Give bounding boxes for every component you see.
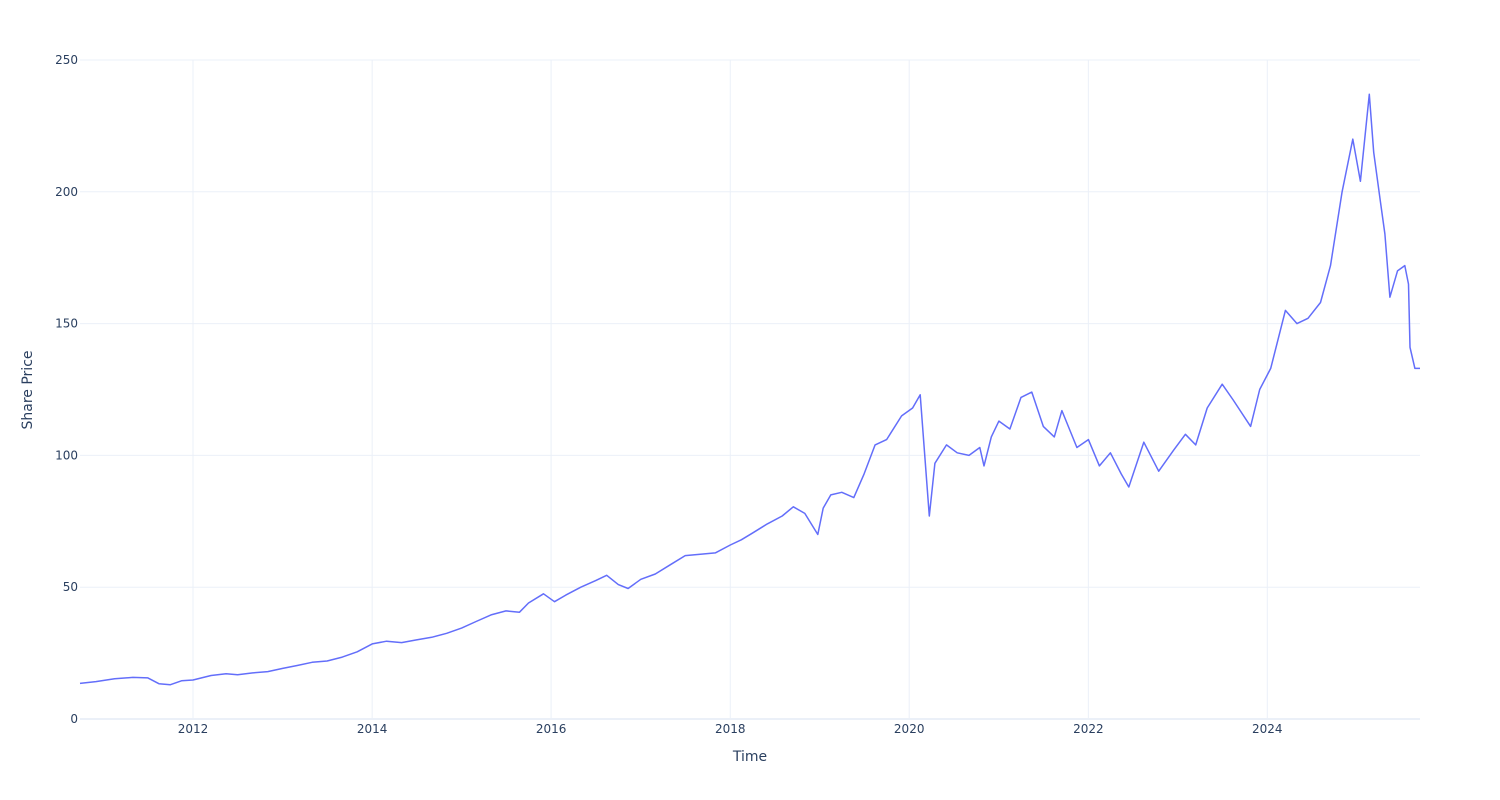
- x-tick-label: 2018: [715, 722, 746, 736]
- x-axis-ticks: 2012 2014 2016 2018 2020 2022 2024: [178, 722, 1283, 736]
- x-tick-label: 2020: [894, 722, 925, 736]
- x-tick-label: 2014: [357, 722, 388, 736]
- x-tick-label: 2024: [1252, 722, 1283, 736]
- y-tick-label: 0: [70, 712, 78, 726]
- y-tick-label: 50: [63, 580, 78, 594]
- y-axis-ticks: 0 50 100 150 200 250: [55, 53, 78, 726]
- x-tick-label: 2012: [178, 722, 209, 736]
- share-price-line: [79, 93, 1420, 686]
- y-tick-label: 150: [55, 317, 78, 331]
- x-tick-label: 2016: [536, 722, 567, 736]
- x-axis-title: Time: [732, 749, 767, 765]
- y-axis-title: Share Price: [20, 350, 36, 429]
- y-tick-label: 250: [55, 53, 78, 67]
- y-tick-label: 100: [55, 448, 78, 462]
- series-layer: [79, 93, 1420, 686]
- grid: [80, 59, 1420, 720]
- x-tick-label: 2022: [1073, 722, 1104, 736]
- y-tick-label: 200: [55, 185, 78, 199]
